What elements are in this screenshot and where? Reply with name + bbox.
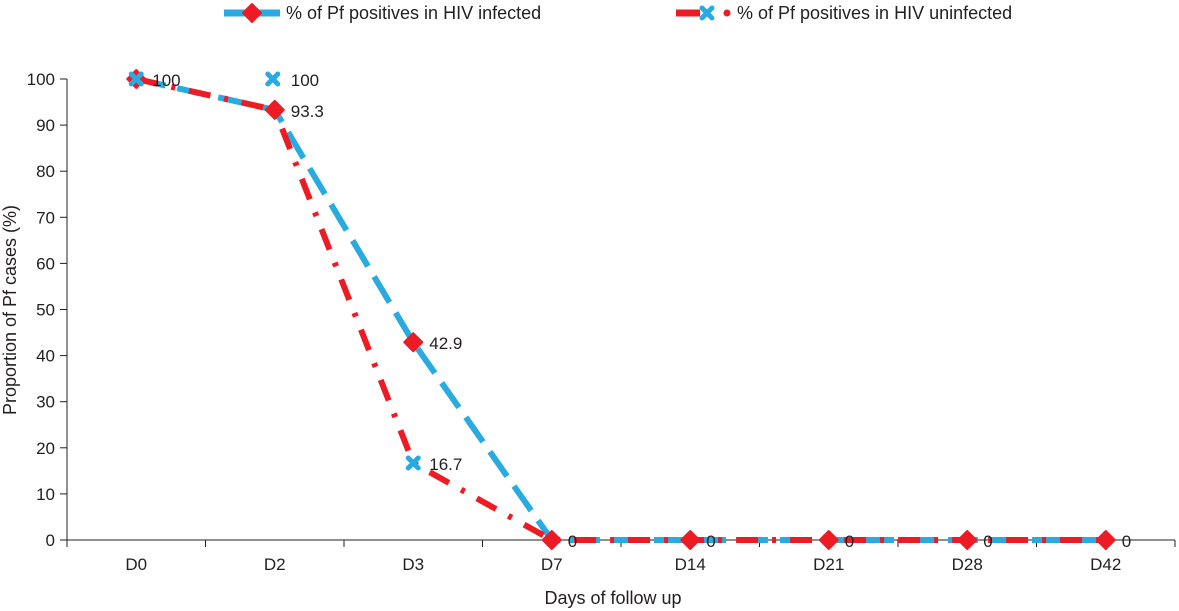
y-tick-label: 90 [36, 116, 55, 135]
data-label-hiv-uninfected: 100 [291, 71, 319, 90]
y-tick-label: 20 [36, 439, 55, 458]
x-tick-label: D2 [264, 555, 286, 574]
legend-label-hiv-uninfected: % of Pf positives in HIV uninfected [737, 3, 1012, 23]
y-tick-label: 50 [36, 301, 55, 320]
data-label-hiv-infected: 0 [1122, 532, 1131, 551]
data-point-hiv-infected [1095, 530, 1116, 550]
data-label-hiv-infected: 100 [152, 71, 180, 90]
data-point-hiv-uninfected [128, 71, 144, 87]
y-tick-label: 10 [36, 485, 55, 504]
data-label-hiv-infected: 93.3 [291, 102, 324, 121]
y-tick-label: 60 [36, 254, 55, 273]
x-axis-title: Days of follow up [544, 588, 681, 608]
data-label-hiv-uninfected: 16.7 [429, 455, 462, 474]
y-tick-label: 0 [46, 531, 55, 550]
x-marker-stroke [128, 71, 144, 87]
data-point-hiv-infected [818, 530, 839, 550]
x-tick-label: D3 [402, 555, 424, 574]
chart-axes: 0 10 20 30 40 50 60 70 80 90 100 D0 D2 D3 D7 D14 D21 D28 D… [27, 70, 1176, 574]
chart-legend: % of Pf positives in HIV infected % of Pf… [224, 3, 1012, 23]
data-point-hiv-uninfected [405, 455, 421, 471]
x-tick-label: D21 [813, 555, 844, 574]
data-label-hiv-infected: 0 [983, 532, 992, 551]
x-tick-label: D7 [541, 555, 563, 574]
data-point-hiv-infected [264, 99, 285, 120]
data-point-hiv-infected [680, 530, 701, 550]
x-marker-stroke [699, 5, 715, 21]
series-line-hiv-uninfected [135, 76, 1106, 543]
data-label-hiv-infected: 0 [845, 532, 854, 551]
data-label-hiv-infected: 0 [706, 532, 715, 551]
data-point-hiv-uninfected [265, 71, 281, 87]
x-tick-label: D42 [1090, 555, 1121, 574]
x-tick-label: D0 [125, 555, 147, 574]
x-tick-label: D28 [952, 555, 983, 574]
y-tick-label: 100 [27, 70, 55, 89]
y-tick-label: 30 [36, 393, 55, 412]
legend-label-hiv-infected: % of Pf positives in HIV infected [286, 3, 541, 23]
data-label-hiv-infected: 42.9 [429, 334, 462, 353]
series-lines [135, 76, 1106, 543]
data-markers [126, 69, 1116, 550]
data-point-hiv-infected [541, 530, 562, 550]
y-tick-label: 80 [36, 162, 55, 181]
data-label-hiv-infected: 0 [568, 532, 577, 551]
y-tick-label: 40 [36, 347, 55, 366]
data-point-hiv-infected [957, 530, 978, 550]
x-marker-stroke [405, 455, 421, 471]
y-tick-label: 70 [36, 208, 55, 227]
legend-marker-hiv-infected [242, 3, 262, 23]
series-line-hiv-infected [135, 76, 1106, 543]
x-marker-stroke [265, 71, 281, 87]
x-tick-label: D14 [675, 555, 706, 574]
data-point-hiv-infected [403, 332, 424, 353]
legend-marker-hiv-uninfected [699, 5, 715, 21]
legend-dot-hiv-uninfected [723, 9, 731, 17]
y-axis-title: Proportion of Pf cases (%) [0, 205, 20, 415]
data-labels: 100 93.3 42.9 0 0 0 0 0 100 16.7 [152, 71, 1131, 551]
